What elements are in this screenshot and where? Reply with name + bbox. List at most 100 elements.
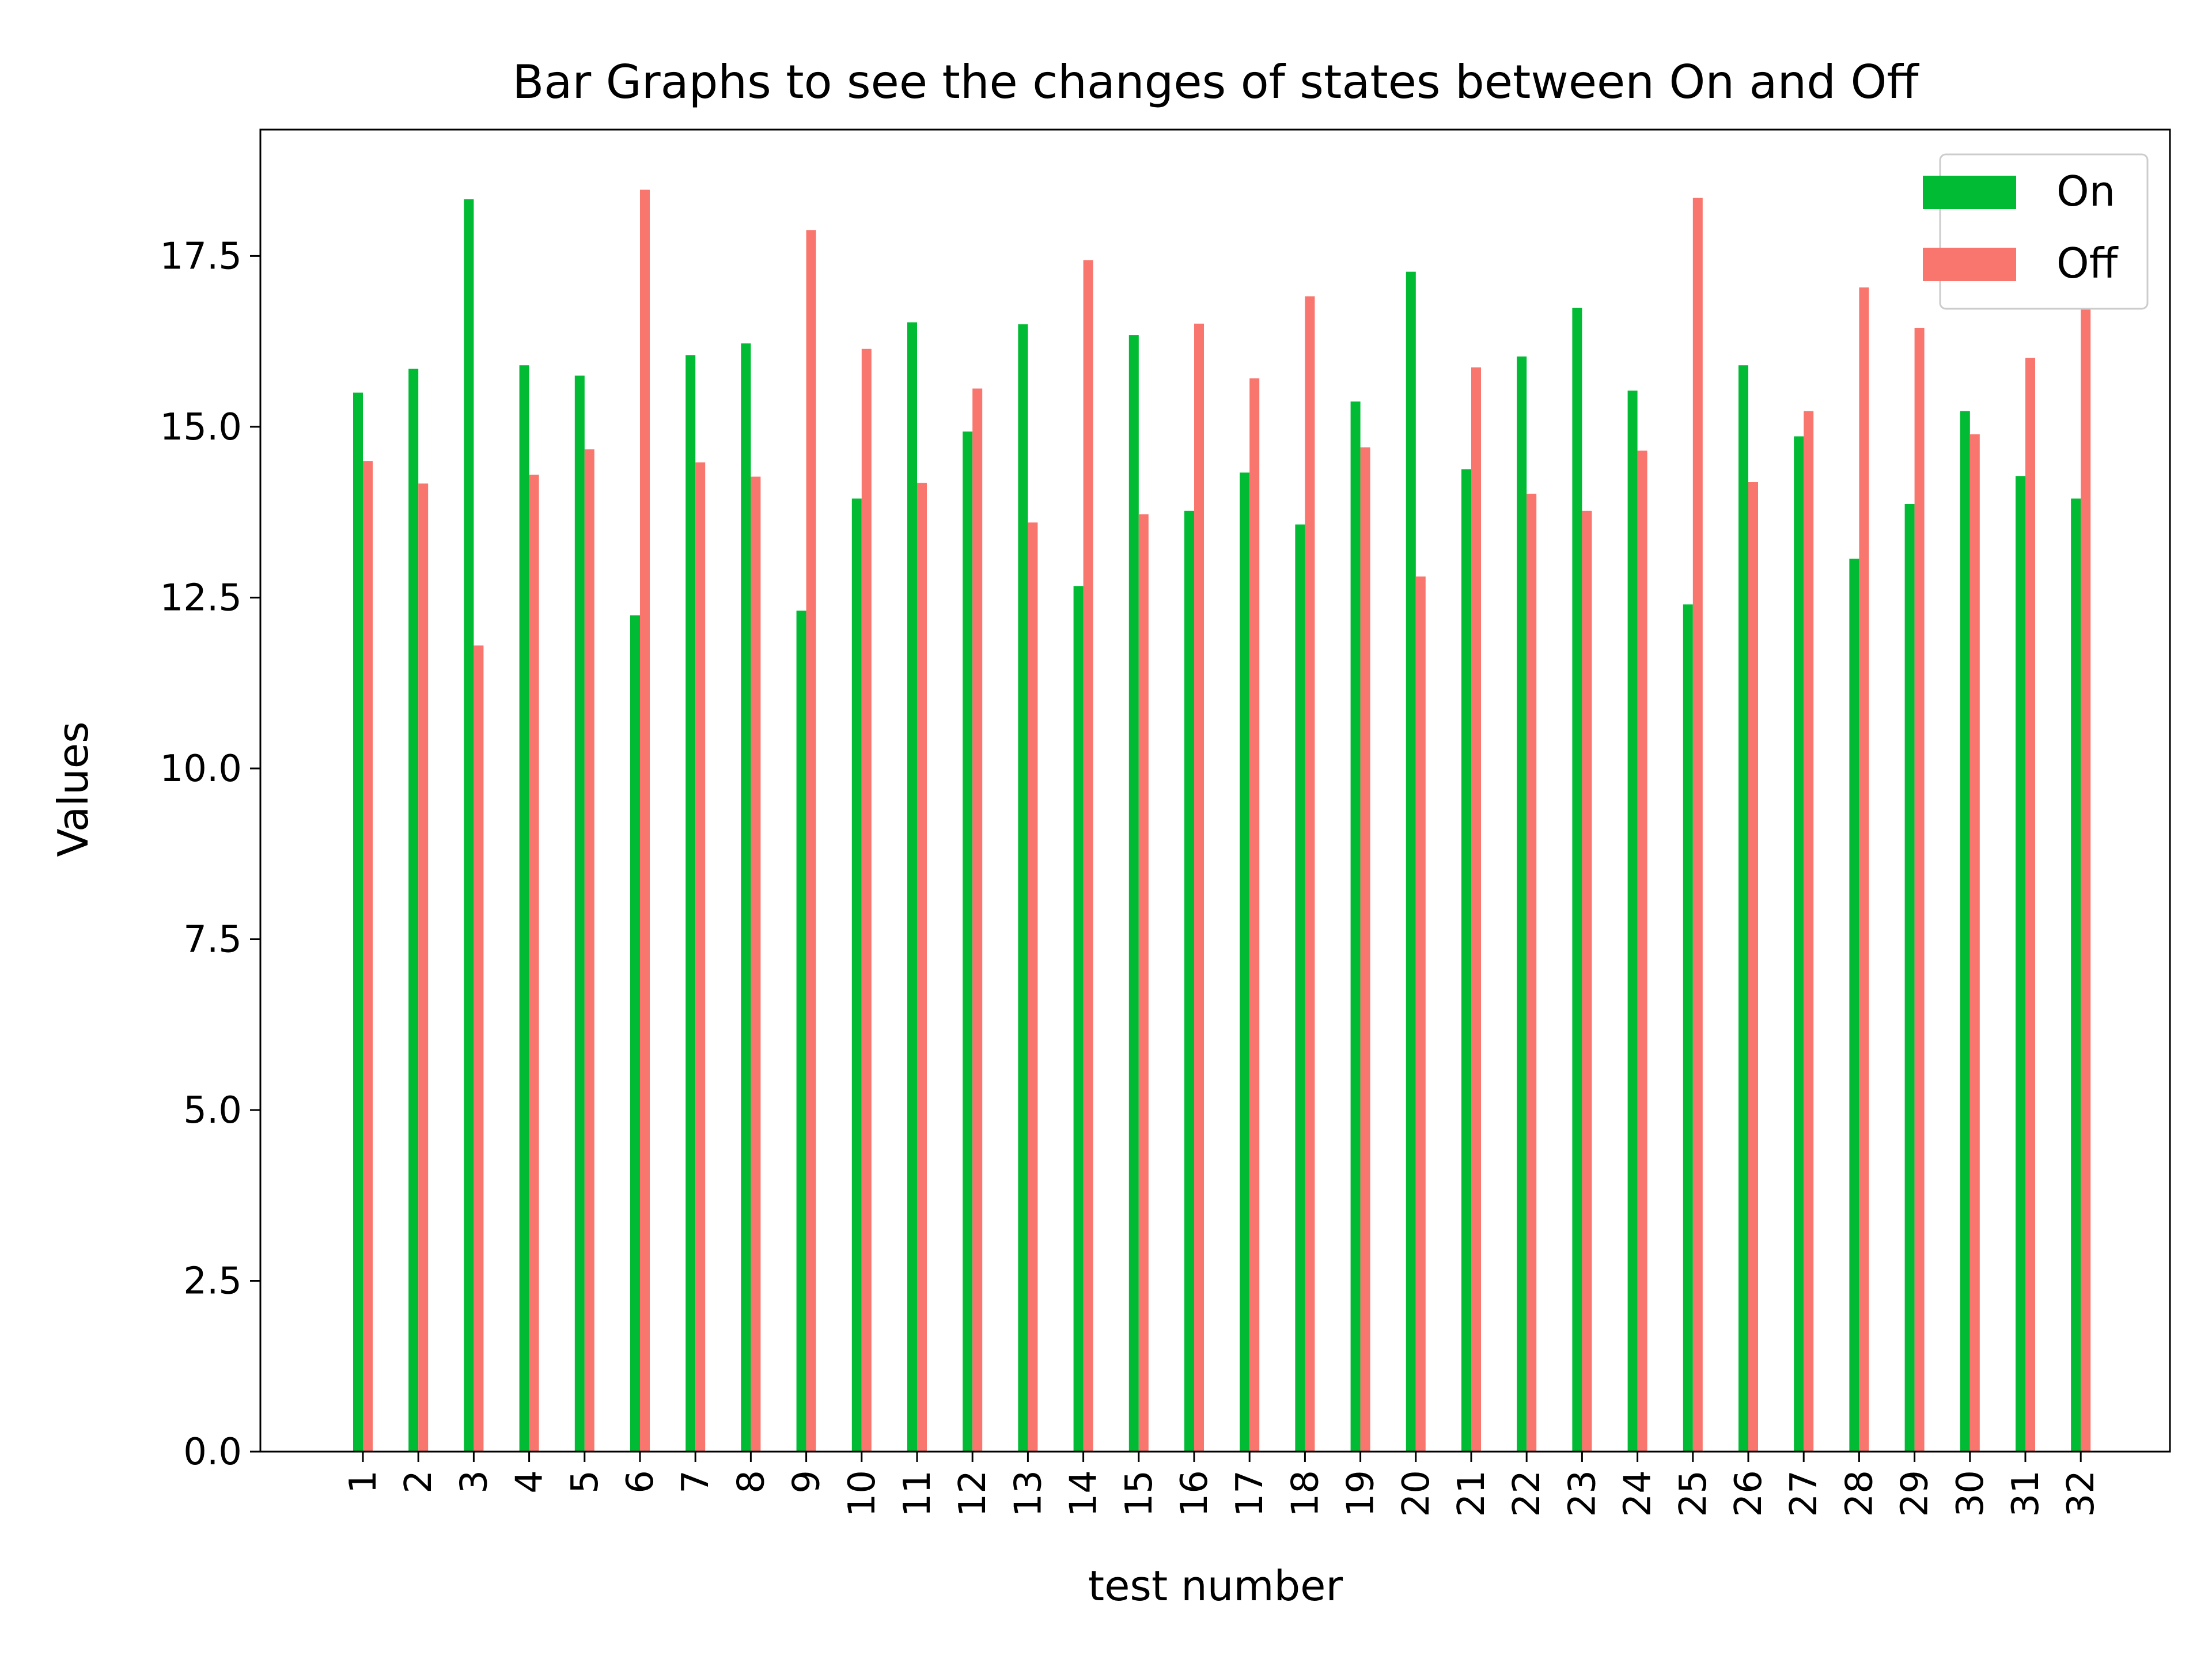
bar-on-4 — [519, 365, 529, 1452]
bar-off-17 — [1249, 378, 1260, 1452]
y-axis: 0.0 2.5 5.0 7.5 10.0 12.5 15.0 17.5 — [160, 235, 260, 1474]
y-tick-label: 0.0 — [183, 1431, 242, 1474]
bar-off-3 — [474, 645, 484, 1452]
x-axis: 1 2 3 4 5 6 7 8 9 10 11 12 13 14 15 16 17 18 19 20 21 22 23 24 2… — [342, 1452, 2103, 1517]
bar-on-18 — [1295, 524, 1305, 1452]
bar-on-6 — [630, 615, 640, 1452]
bar-on-13 — [1018, 324, 1028, 1452]
y-tick-label: 17.5 — [160, 235, 243, 278]
x-tick-label: 16 — [1173, 1470, 1216, 1517]
bar-on-27 — [1794, 436, 1804, 1452]
x-tick-label: 11 — [896, 1470, 939, 1517]
bar-on-32 — [2071, 498, 2081, 1452]
bar-off-16 — [1194, 323, 1204, 1452]
y-tick-label: 2.5 — [183, 1260, 242, 1303]
bar-off-20 — [1415, 576, 1426, 1452]
x-tick-label: 29 — [1894, 1470, 1937, 1517]
bar-off-22 — [1527, 494, 1537, 1452]
x-tick-label: 3 — [453, 1470, 495, 1494]
bar-off-1 — [363, 461, 373, 1452]
x-tick-label: 24 — [1617, 1470, 1660, 1517]
x-tick-label: 18 — [1284, 1470, 1327, 1517]
bar-off-13 — [1028, 522, 1038, 1452]
bar-off-27 — [1804, 411, 1814, 1452]
bar-off-9 — [806, 230, 816, 1452]
bar-on-31 — [2016, 476, 2025, 1452]
y-tick-label: 12.5 — [160, 577, 243, 619]
x-axis-label: test number — [1088, 1562, 1343, 1610]
x-tick-label: 30 — [1949, 1470, 1992, 1517]
bar-on-14 — [1073, 586, 1084, 1452]
x-tick-label: 28 — [1838, 1470, 1881, 1517]
bar-on-5 — [574, 376, 585, 1452]
y-tick-label: 5.0 — [183, 1089, 242, 1132]
x-tick-label: 9 — [786, 1470, 828, 1494]
x-tick-label: 14 — [1063, 1470, 1105, 1517]
bar-off-11 — [917, 483, 927, 1452]
bar-on-8 — [741, 343, 751, 1452]
legend-label-on: On — [2056, 167, 2115, 215]
bar-on-17 — [1240, 472, 1250, 1452]
bar-off-24 — [1637, 450, 1647, 1452]
bar-on-7 — [685, 355, 696, 1452]
bar-off-19 — [1360, 447, 1370, 1452]
bar-on-28 — [1849, 558, 1859, 1452]
bar-on-22 — [1517, 356, 1527, 1452]
bar-off-30 — [1969, 434, 1980, 1452]
x-tick-label: 22 — [1506, 1470, 1548, 1517]
legend: On Off — [1923, 153, 2149, 310]
bar-on-11 — [907, 322, 917, 1452]
x-tick-label: 2 — [397, 1470, 440, 1494]
bar-off-12 — [972, 388, 983, 1452]
bar-off-26 — [1748, 482, 1758, 1452]
bar-on-9 — [796, 611, 806, 1452]
x-tick-label: 12 — [952, 1470, 994, 1517]
bar-off-18 — [1305, 296, 1315, 1452]
legend-swatch-off — [1923, 248, 2016, 281]
plot-frame — [259, 128, 2171, 1453]
x-tick-label: 5 — [564, 1470, 607, 1494]
bar-off-15 — [1138, 514, 1149, 1452]
bar-off-4 — [529, 475, 539, 1452]
bar-off-29 — [1914, 328, 1925, 1452]
x-tick-label: 7 — [675, 1470, 717, 1494]
bar-on-29 — [1904, 504, 1915, 1452]
x-tick-label: 27 — [1783, 1470, 1825, 1517]
bar-off-21 — [1471, 367, 1481, 1452]
bar-on-25 — [1683, 604, 1693, 1452]
x-tick-label: 1 — [342, 1470, 385, 1494]
y-tick-label: 7.5 — [183, 919, 242, 961]
bar-off-23 — [1582, 510, 1592, 1452]
bar-off-2 — [418, 483, 429, 1452]
bar-off-5 — [584, 449, 594, 1452]
x-tick-label: 8 — [730, 1470, 772, 1494]
x-tick-label: 4 — [509, 1470, 551, 1494]
bar-on-16 — [1184, 510, 1194, 1452]
legend-swatch-on — [1923, 176, 2016, 209]
bar-on-12 — [963, 431, 973, 1452]
bar-on-30 — [1960, 411, 1970, 1452]
bar-on-15 — [1128, 335, 1139, 1452]
bar-off-10 — [861, 349, 872, 1452]
bar-off-14 — [1083, 260, 1093, 1452]
x-tick-label: 10 — [841, 1470, 884, 1517]
x-tick-label: 25 — [1672, 1470, 1715, 1517]
legend-label-off: Off — [2056, 239, 2119, 287]
bar-on-3 — [464, 199, 474, 1452]
x-tick-label: 17 — [1229, 1470, 1271, 1517]
bar-off-25 — [1692, 198, 1703, 1452]
x-tick-label: 15 — [1118, 1470, 1161, 1517]
x-tick-label: 31 — [2005, 1470, 2047, 1517]
bar-off-28 — [1859, 287, 1869, 1452]
y-axis-label: Values — [49, 721, 97, 857]
bar-on-26 — [1738, 365, 1748, 1452]
bar-off-6 — [640, 190, 650, 1452]
bar-on-10 — [851, 498, 862, 1452]
bar-off-32 — [2081, 308, 2091, 1452]
bar-on-20 — [1406, 271, 1416, 1452]
bar-off-31 — [2025, 358, 2035, 1452]
bar-off-7 — [695, 462, 706, 1452]
x-tick-label: 19 — [1340, 1470, 1382, 1517]
